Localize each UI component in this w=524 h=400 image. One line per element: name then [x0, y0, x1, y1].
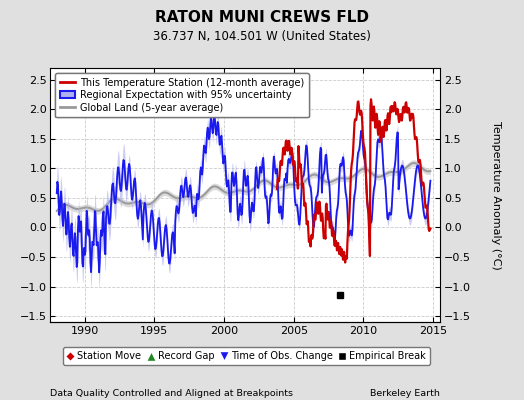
- Y-axis label: Temperature Anomaly (°C): Temperature Anomaly (°C): [491, 121, 501, 269]
- Text: Berkeley Earth: Berkeley Earth: [370, 389, 440, 398]
- Text: RATON MUNI CREWS FLD: RATON MUNI CREWS FLD: [155, 10, 369, 25]
- Legend: Station Move, Record Gap, Time of Obs. Change, Empirical Break: Station Move, Record Gap, Time of Obs. C…: [63, 347, 430, 365]
- Legend: This Temperature Station (12-month average), Regional Expectation with 95% uncer: This Temperature Station (12-month avera…: [54, 73, 309, 118]
- Text: 36.737 N, 104.501 W (United States): 36.737 N, 104.501 W (United States): [153, 30, 371, 43]
- Text: Data Quality Controlled and Aligned at Breakpoints: Data Quality Controlled and Aligned at B…: [50, 389, 293, 398]
